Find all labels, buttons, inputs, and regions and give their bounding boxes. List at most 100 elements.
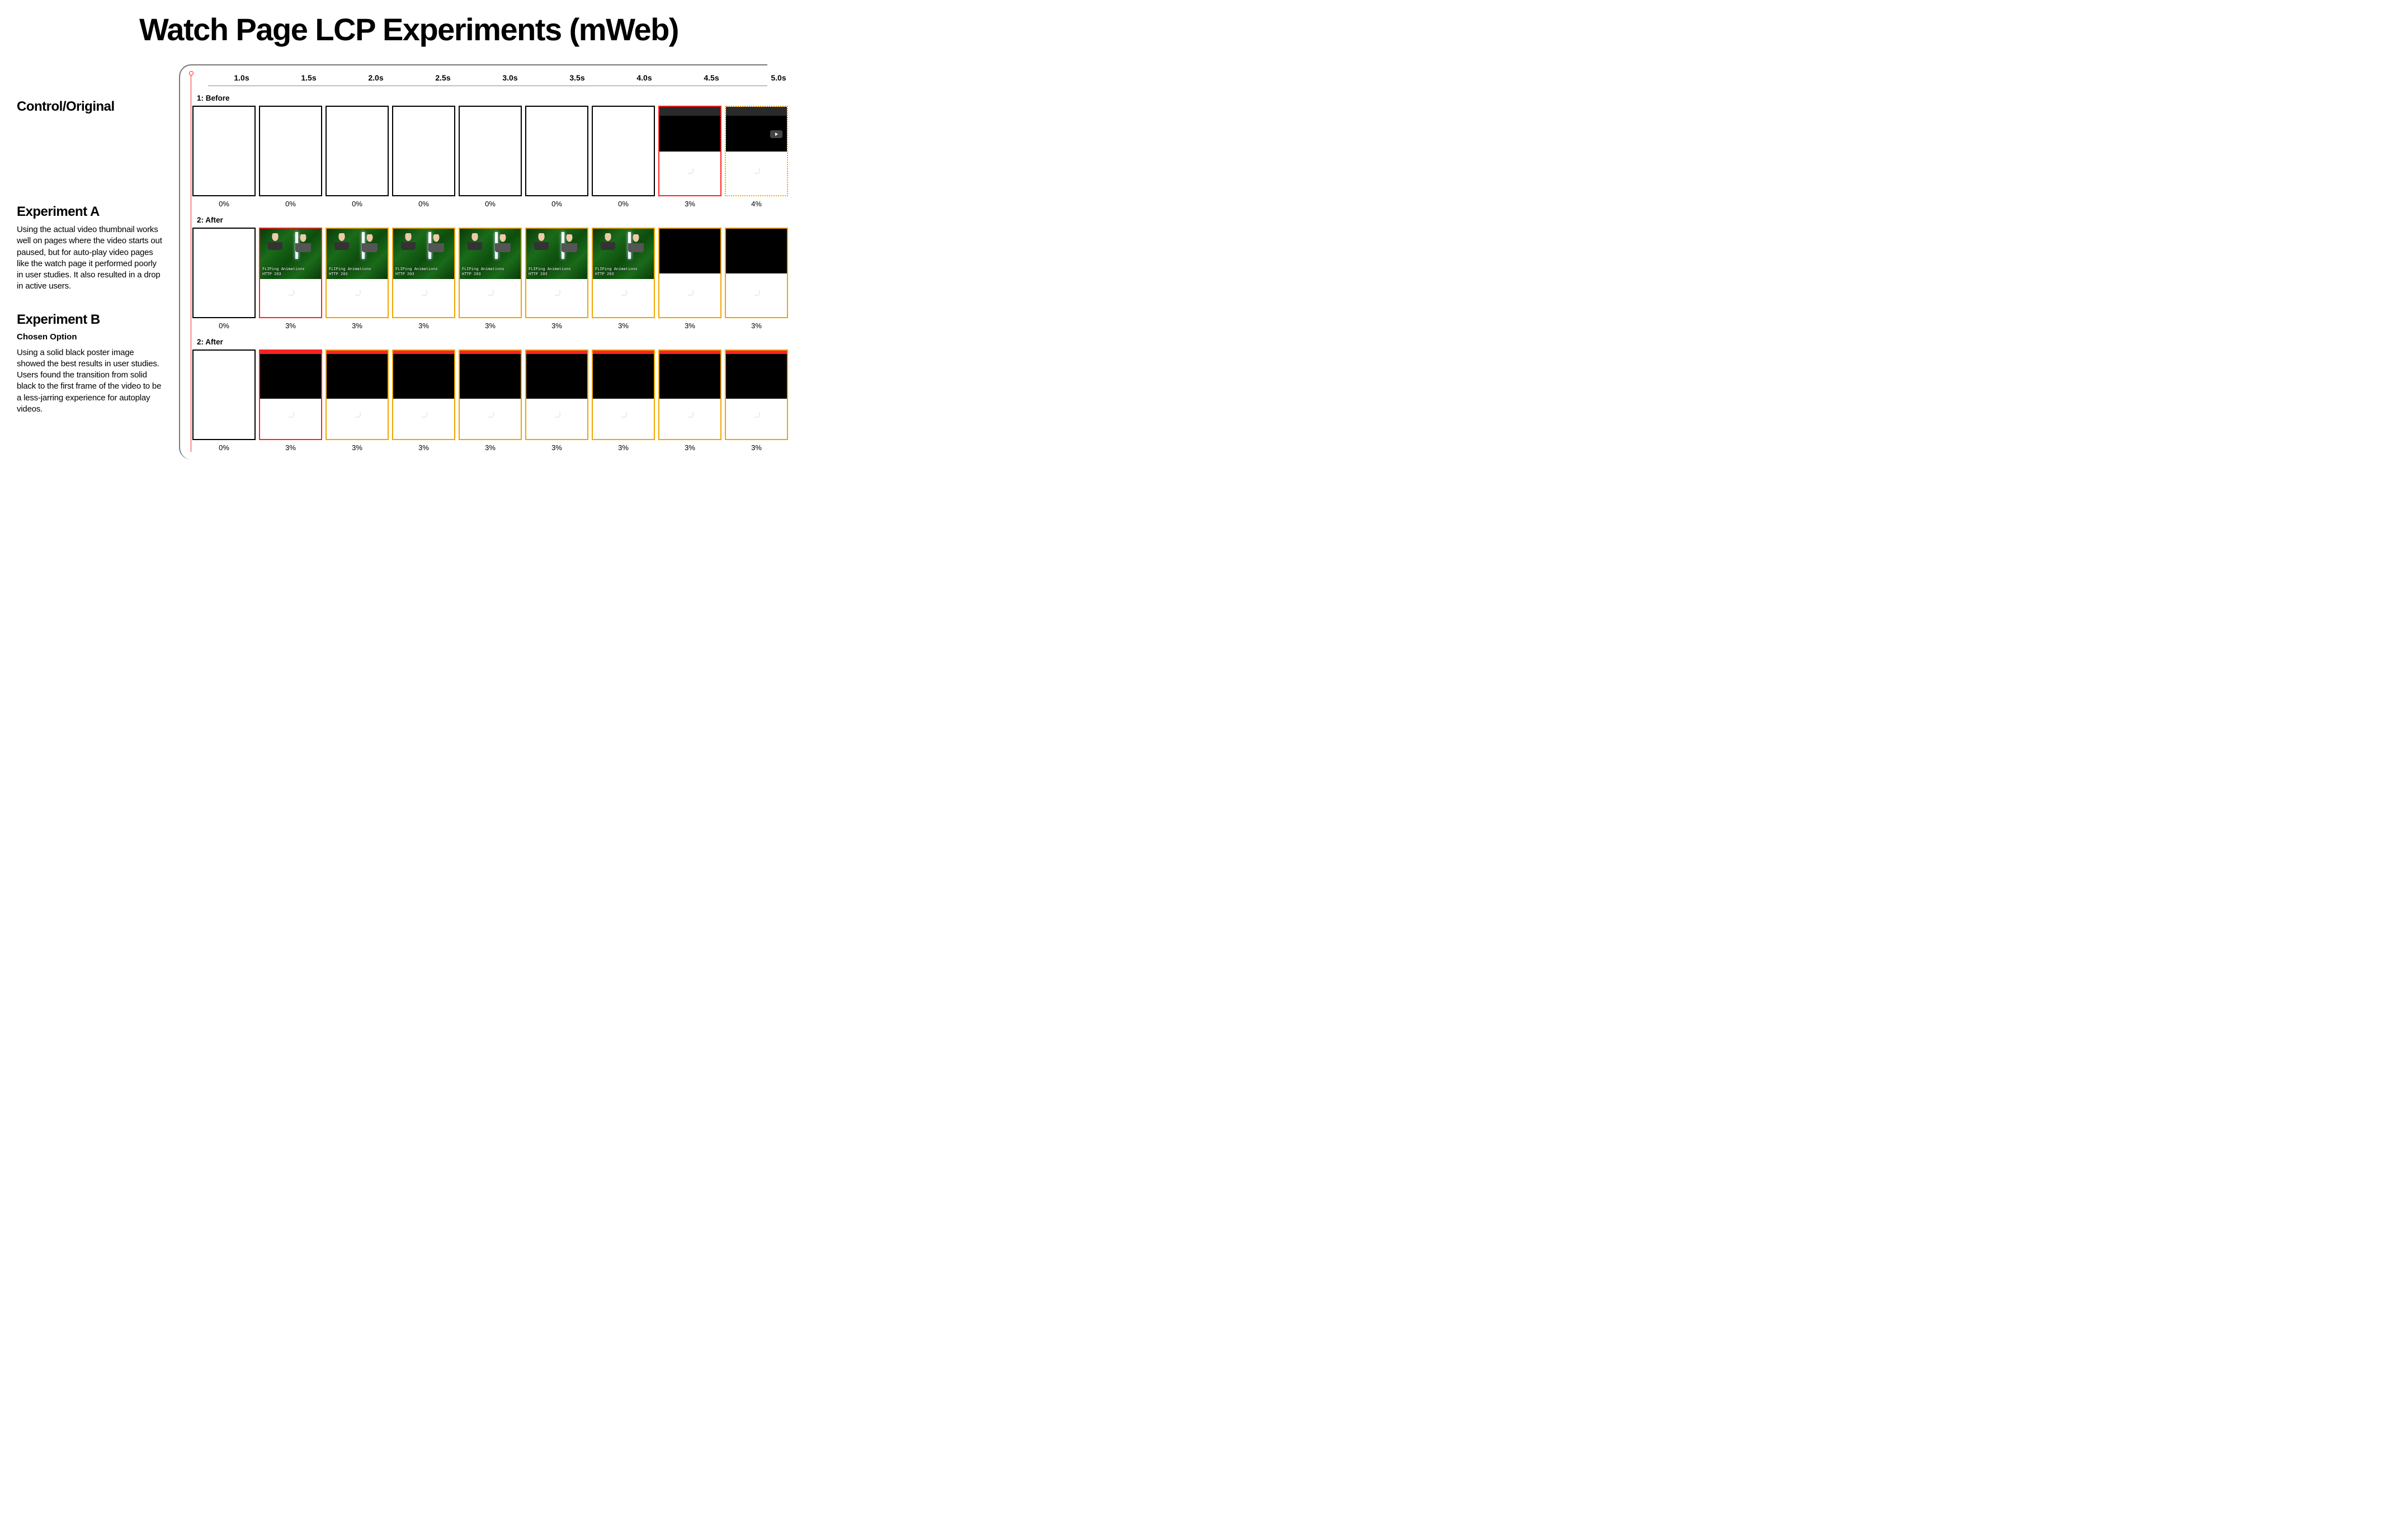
row-label: 2: After: [197, 338, 767, 346]
frame: FLIPing Animations HTTP 203: [392, 228, 455, 318]
row-label: 2: After: [197, 216, 767, 224]
frame-col: FLIPing Animations HTTP 203 3%: [459, 228, 522, 330]
video-area: [659, 229, 720, 273]
video-area: [260, 354, 321, 399]
frame-col: FLIPing Animations HTTP 2033%: [259, 228, 322, 330]
frame-col: FLIPing Animations HTTP 2033%: [525, 228, 588, 330]
thumb-caption: FLIPing Animations HTTP 203: [262, 267, 305, 277]
frame-percent: 0%: [326, 200, 389, 208]
frame-col: 3%: [725, 228, 788, 330]
play-icon: [770, 130, 782, 138]
thumb-light: [562, 232, 564, 259]
frame: [192, 349, 256, 440]
frame-percent: 3%: [658, 443, 721, 452]
frame-percent: 3%: [326, 443, 389, 452]
thumb-caption: FLIPing Animations HTTP 203: [395, 267, 438, 277]
frame-col: FLIPing Animations HTTP 203 3%: [326, 228, 389, 330]
thumb-caption: FLIPing Animations HTTP 203: [595, 267, 638, 277]
spinner-icon: [753, 411, 760, 418]
spinner-icon: [687, 411, 694, 418]
video-area: [726, 354, 787, 399]
frame-col: 3%: [658, 349, 721, 452]
frame-col: 0%: [192, 228, 256, 330]
frame-percent: 3%: [326, 322, 389, 330]
time-tick: 2.5s: [409, 73, 477, 82]
frame: [392, 349, 455, 440]
row-label: 1: Before: [197, 94, 767, 102]
frame: [192, 106, 256, 196]
frame: [725, 228, 788, 318]
timeline-marker-icon: [189, 71, 194, 75]
frame-percent: 0%: [192, 200, 256, 208]
frame: [525, 106, 588, 196]
frame: [525, 349, 588, 440]
page-title: Watch Page LCP Experiments (mWeb): [50, 11, 767, 48]
expB-sub: Chosen Option: [17, 332, 162, 342]
sidebar: Control/Original Experiment A Using the …: [17, 64, 162, 460]
video-area: [526, 354, 587, 399]
thumb-light: [428, 232, 431, 259]
filmstrip-row: 0%3%3%3%3%3%3%3%3%: [192, 349, 767, 452]
filmstrip-row: 0% FLIPing Animations HTTP 203 3% FLIPing A…: [192, 228, 767, 330]
frame: [392, 106, 455, 196]
spinner-icon: [421, 411, 427, 418]
frame-col: 0%: [326, 106, 389, 208]
frame-col: 0%: [592, 106, 655, 208]
time-tick: 1.0s: [208, 73, 275, 82]
frame-percent: 4%: [725, 200, 788, 208]
frame: FLIPing Animations HTTP 203: [525, 228, 588, 318]
frame-col: 3%: [592, 349, 655, 452]
video-thumbnail: FLIPing Animations HTTP 203: [526, 229, 587, 279]
thumb-caption: FLIPing Animations HTTP 203: [529, 267, 571, 277]
time-axis: 1.0s1.5s2.0s2.5s3.0s3.5s4.0s4.5s5.0s: [208, 73, 767, 86]
frame: [259, 349, 322, 440]
frame-col: 3%: [326, 349, 389, 452]
frame: [326, 106, 389, 196]
frame: FLIPing Animations HTTP 203: [459, 228, 522, 318]
frame-percent: 3%: [259, 443, 322, 452]
spinner-icon: [753, 167, 760, 174]
frame-percent: 3%: [725, 443, 788, 452]
frame-col: 3%: [725, 349, 788, 452]
time-tick: 5.0s: [745, 73, 812, 82]
frame-col: 3%: [392, 349, 455, 452]
frame-percent: 3%: [392, 322, 455, 330]
filmstrip-chart: 1.0s1.5s2.0s2.5s3.0s3.5s4.0s4.5s5.0s 1: …: [179, 64, 767, 460]
frame-col: 3%: [459, 349, 522, 452]
spinner-icon: [687, 167, 694, 174]
frame-percent: 0%: [392, 200, 455, 208]
frame-percent: 3%: [525, 443, 588, 452]
thumb-caption: FLIPing Animations HTTP 203: [329, 267, 371, 277]
time-tick: 3.0s: [477, 73, 544, 82]
video-thumbnail: FLIPing Animations HTTP 203: [260, 229, 321, 279]
spinner-icon: [620, 289, 627, 296]
spinner-icon: [487, 411, 494, 418]
spinner-icon: [554, 289, 560, 296]
frame-col: FLIPing Animations HTTP 2033%: [592, 228, 655, 330]
frame: [592, 106, 655, 196]
time-tick: 1.5s: [275, 73, 342, 82]
frame-percent: 3%: [459, 322, 522, 330]
expA-body: Using the actual video thumbnail works w…: [17, 224, 162, 292]
frame: [658, 349, 721, 440]
frame-col: 3%: [525, 349, 588, 452]
frame-col: 0%: [192, 106, 256, 208]
thumb-light: [628, 232, 631, 259]
time-tick: 4.0s: [611, 73, 678, 82]
header-bar: [726, 107, 787, 116]
thumb-light: [495, 232, 498, 259]
time-tick: 3.5s: [544, 73, 611, 82]
spinner-icon: [554, 411, 560, 418]
frame-col: 0%: [525, 106, 588, 208]
video-area: [460, 354, 521, 399]
video-area: [659, 116, 720, 152]
video-area: [593, 354, 654, 399]
video-area: [393, 354, 454, 399]
frame: [326, 349, 389, 440]
spinner-icon: [620, 411, 627, 418]
time-tick: 2.0s: [342, 73, 409, 82]
expA-heading: Experiment A: [17, 204, 162, 220]
filmstrip-row: 0%0%0%0%0%0%0%3%4%: [192, 106, 767, 208]
frame-col: 0%: [459, 106, 522, 208]
thumb-caption: FLIPing Animations HTTP 203: [462, 267, 504, 277]
